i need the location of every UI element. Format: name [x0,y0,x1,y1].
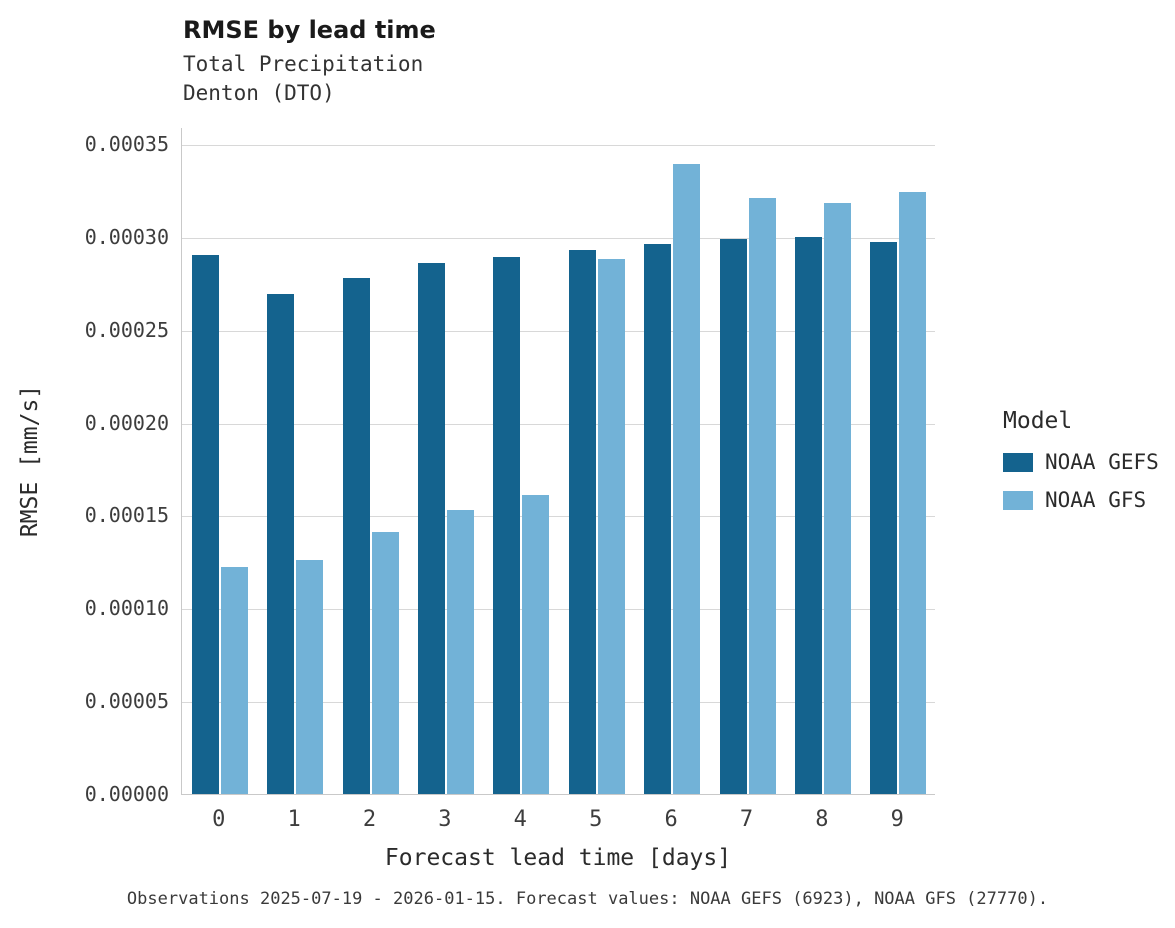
y-tick-label: 0.00010 [84,596,169,621]
bar-gefs-lead-1 [267,294,295,794]
bar-gfs-lead-4 [522,495,550,794]
bar-gfs-lead-1 [296,560,324,794]
bar-gefs-lead-2 [342,277,370,794]
y-tick-label: 0.00005 [84,689,169,714]
bar-gfs-lead-0 [220,567,248,794]
bar-gefs-lead-3 [417,262,445,794]
x-tick-label: 0 [212,807,226,832]
bar-gfs-lead-5 [597,259,625,794]
gridline [182,423,935,425]
gridline [182,609,935,611]
y-tick-label: 0.00030 [84,224,169,249]
legend: Model NOAA GEFS NOAA GFS [1003,408,1159,526]
gridline [182,516,935,518]
x-tick-label: 6 [664,807,678,832]
bar-gfs-lead-9 [899,192,927,794]
chart-subtitle-line1: Total Precipitation [183,52,424,76]
x-tick-label: 9 [890,807,904,832]
y-tick-label: 0.00000 [84,782,169,806]
legend-item: NOAA GEFS [1003,450,1159,474]
legend-swatch [1003,452,1033,472]
x-axis-title: Forecast lead time [days] [384,845,732,871]
x-tick-label: 4 [513,807,527,832]
bar-gefs-lead-6 [644,244,672,794]
legend-item-label: NOAA GFS [1045,488,1147,512]
bar-gfs-lead-8 [823,203,851,794]
gridline [182,330,935,332]
y-tick-label: 0.00035 [84,132,169,156]
chart-title: RMSE by lead time [183,16,436,44]
y-axis-title: RMSE [mm/s] [17,384,43,538]
gridline [182,237,935,239]
y-tick-label: 0.00015 [84,503,169,528]
y-tick-label: 0.00020 [84,410,169,435]
bar-gefs-lead-4 [493,257,521,794]
chart-subtitle-line2: Denton (DTO) [183,81,335,105]
x-tick-label: 5 [589,807,603,832]
gridline [182,702,935,704]
x-tick-label: 8 [815,807,829,832]
x-tick-label: 1 [287,807,301,832]
bar-gfs-lead-2 [371,532,399,794]
bar-gfs-lead-3 [446,509,474,794]
bar-gfs-lead-6 [673,164,701,794]
legend-title: Model [1003,408,1073,434]
bar-gefs-lead-7 [719,238,747,794]
bar-gefs-lead-8 [794,236,822,794]
legend-swatch [1003,490,1033,510]
legend-items: NOAA GEFS NOAA GFS [1003,450,1159,512]
y-tick-label: 0.00025 [84,317,169,342]
bar-gefs-lead-5 [568,249,596,794]
bar-gefs-lead-9 [870,242,898,794]
plot-area [181,128,935,795]
x-tick-label: 2 [362,807,377,832]
legend-item-label: NOAA GEFS [1045,450,1159,474]
legend-item: NOAA GFS [1003,488,1159,512]
bar-gfs-lead-7 [748,197,776,794]
gridline [182,145,935,146]
bar-gefs-lead-0 [191,255,219,794]
x-tick-label: 3 [438,807,452,832]
x-tick-label: 7 [739,807,754,832]
caption: Observations 2025-07-19 - 2026-01-15. Fo… [126,889,1049,909]
